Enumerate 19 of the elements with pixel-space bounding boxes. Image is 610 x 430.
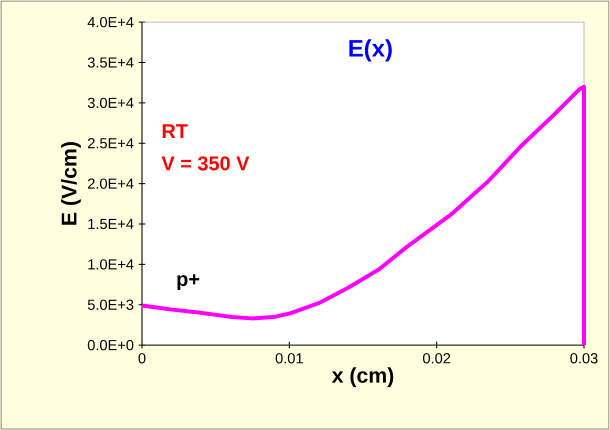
annotation: E(x) — [349, 39, 392, 62]
y-tick-label: 4.0E+4 — [88, 16, 134, 28]
annotation: RT — [162, 124, 188, 138]
y-tick-label: 5.0E+3 — [88, 300, 134, 310]
annotation: p+ — [177, 274, 200, 290]
y-tick-label: 2.5E+4 — [88, 138, 134, 148]
x-axis-title: x (cm) — [332, 367, 394, 388]
annotation: V = 350 V — [162, 156, 250, 170]
y-tick-label: 3.0E+4 — [88, 98, 134, 108]
x-tick-label: 0.03 — [570, 353, 598, 364]
x-tick-label: 0.01 — [276, 353, 303, 364]
x-tick-label: 0.02 — [423, 353, 450, 364]
y-tick-label: 0.0E+0 — [88, 340, 134, 350]
y-tick-label: 1.5E+4 — [88, 218, 134, 230]
y-axis-title: E (V/cm) — [60, 142, 81, 225]
y-tick-label: 1.0E+4 — [88, 259, 134, 270]
x-tick-label: 0 — [138, 353, 146, 364]
y-tick-label: 2.0E+4 — [88, 178, 134, 189]
y-tick-label: 3.5E+4 — [88, 57, 134, 68]
